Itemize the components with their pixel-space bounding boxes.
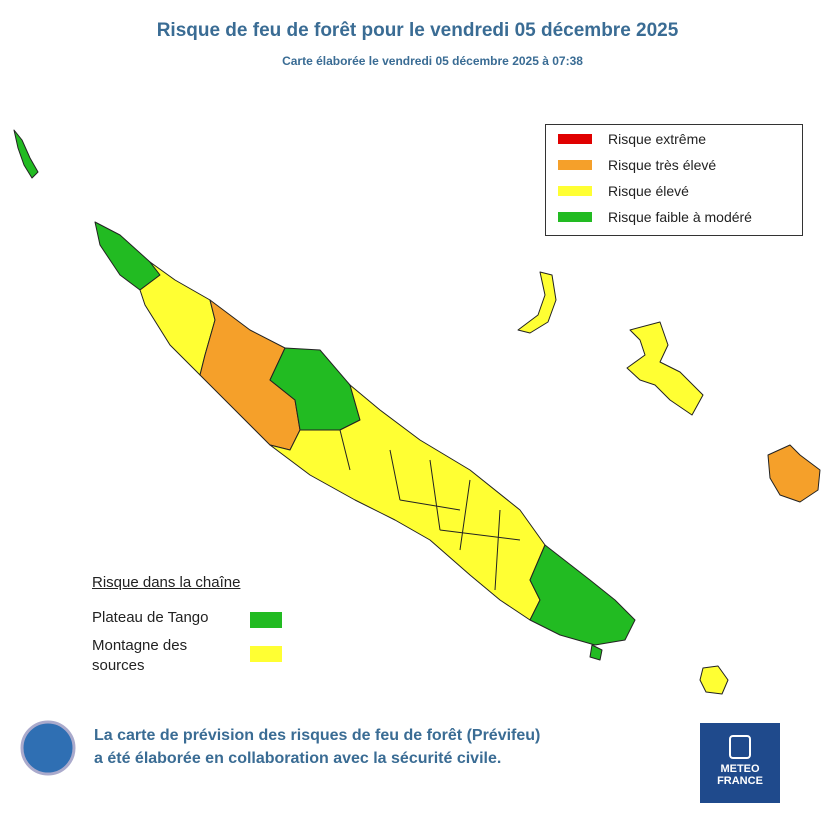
footer-line: a été élaborée en collaboration avec la … [94, 750, 502, 767]
footer: La carte de prévision des risques de feu… [94, 724, 540, 770]
legend-item: Risque faible à modéré [558, 207, 752, 227]
legend-swatch [558, 134, 592, 144]
ile-des-pins [699, 665, 729, 695]
title: Risque de feu de forêt pour le vendredi … [156, 20, 679, 41]
chain-title: Risque dans la chaîne [92, 574, 241, 591]
subtitle: Carte élaborée le vendredi 05 décembre 2… [282, 54, 583, 68]
legend: Risque extrême Risque très élevé Risque él… [545, 124, 803, 236]
belep [13, 129, 39, 179]
legend-label: Risque faible à modéré [608, 209, 752, 225]
legend-swatch [558, 212, 592, 222]
legend-item: Risque extrême [558, 129, 706, 149]
logo-line: METEO [720, 763, 760, 775]
legend-label: Risque élevé [608, 183, 689, 199]
ouvea [517, 271, 557, 334]
grande-terre [94, 221, 636, 646]
footer-line: La carte de prévision des risques de feu… [94, 727, 541, 744]
chain-label: Plateau de Tango [92, 609, 209, 626]
chain-swatch [250, 646, 282, 662]
lifou [626, 321, 704, 416]
legend-label: Risque très élevé [608, 157, 717, 173]
mare [767, 444, 821, 503]
chain-label: Montagne des sources [92, 637, 188, 674]
legend-swatch [558, 160, 592, 170]
islet [589, 644, 603, 661]
legend-swatch [558, 186, 592, 196]
logo-icon [729, 735, 751, 759]
legend-item: Risque élevé [558, 181, 689, 201]
legend-item: Risque très élevé [558, 155, 716, 175]
legend-label: Risque extrême [608, 131, 707, 147]
logo-line: FRANCE [717, 775, 763, 787]
securite-civile-logo [20, 720, 76, 776]
meteo-france-logo: METEO FRANCE [700, 723, 780, 803]
chain-swatch [250, 612, 282, 628]
